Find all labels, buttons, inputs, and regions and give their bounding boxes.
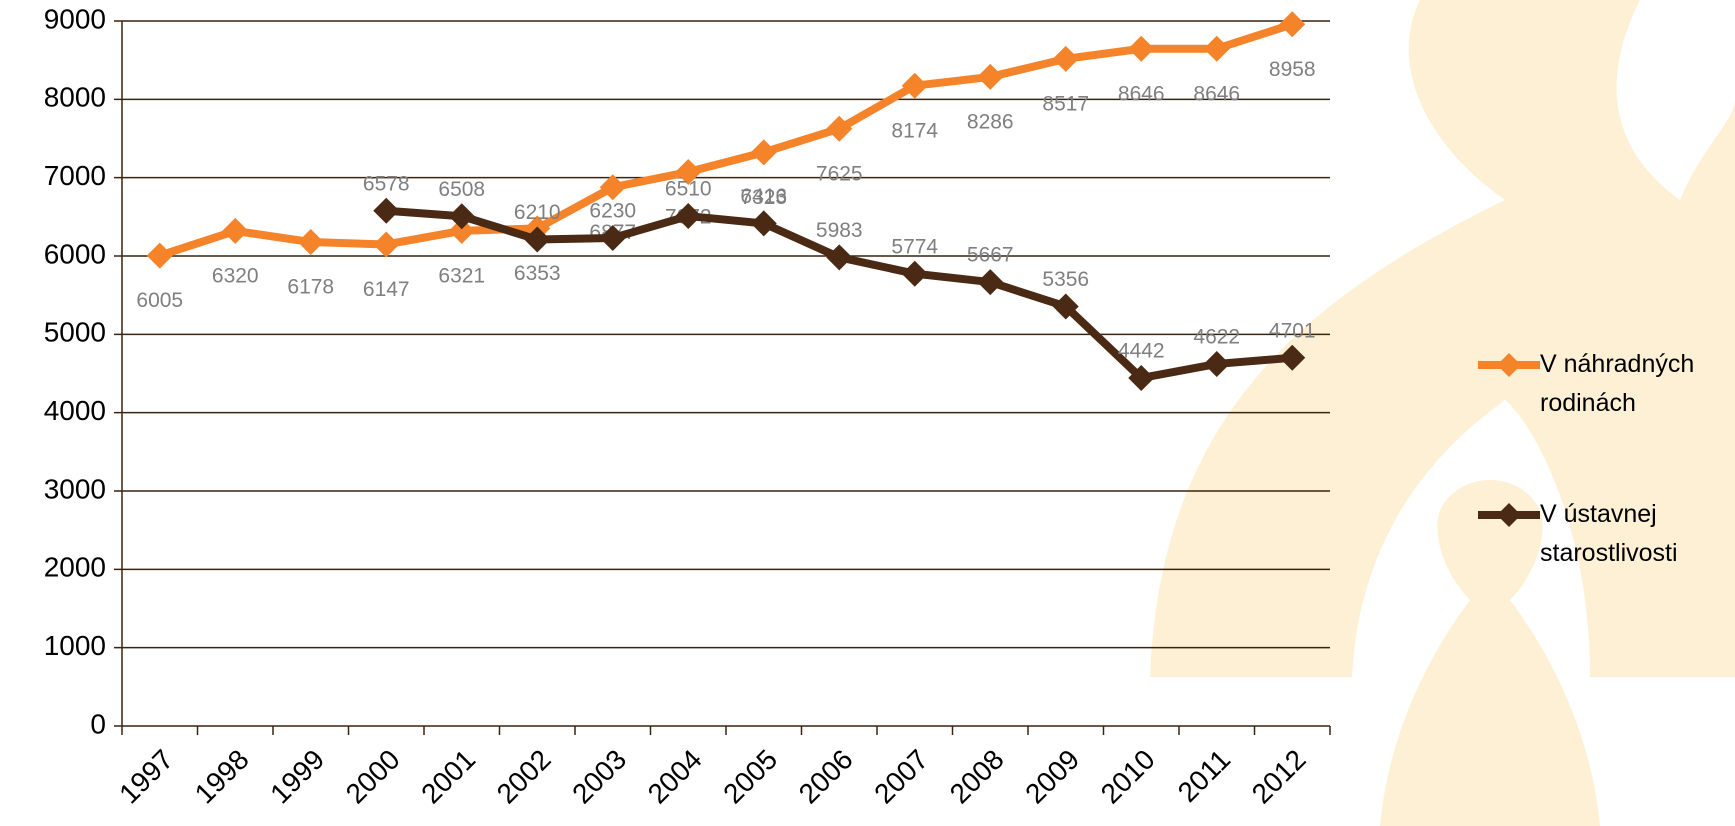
y-tick-label: 5000 (44, 317, 106, 348)
data-label: 4701 (1269, 319, 1316, 342)
legend-marker (1497, 353, 1521, 377)
data-label: 6147 (363, 278, 410, 301)
marker (750, 210, 777, 237)
x-tick-label: 2005 (717, 744, 783, 810)
background-decoration (1150, 0, 1735, 826)
marker (1052, 45, 1079, 72)
x-tick-label: 2007 (868, 744, 934, 810)
y-tick-label: 9000 (44, 3, 106, 34)
marker (1203, 35, 1230, 62)
marker (448, 217, 475, 244)
data-label: 6510 (665, 178, 712, 201)
series-line (158, 20, 1294, 260)
legend-label: V ústavnej starostlivosti (1540, 500, 1678, 567)
marker (675, 203, 702, 230)
data-label: 8958 (1269, 58, 1316, 81)
data-label: 8517 (1042, 92, 1089, 115)
x-tick-label: 1999 (264, 744, 330, 810)
data-label: 7625 (816, 162, 863, 185)
marker (524, 226, 551, 253)
x-tick-label: 2010 (1095, 744, 1161, 810)
marker (901, 72, 928, 99)
marker (146, 242, 173, 269)
data-label: 5356 (1042, 268, 1089, 291)
marker (1128, 365, 1155, 392)
marker (297, 229, 324, 256)
x-tick-label: 2011 (1172, 744, 1237, 809)
marker (448, 203, 475, 230)
plot: 6005632061786147632163536877707273237625… (136, 11, 1694, 567)
data-label: 8646 (1193, 82, 1240, 105)
x-tick-label: 2002 (491, 744, 557, 810)
marker (1052, 293, 1079, 320)
data-label: 6210 (514, 201, 561, 224)
data-label: 8286 (967, 110, 1014, 133)
y-tick-label: 1000 (44, 630, 106, 661)
marker (901, 260, 928, 287)
data-label: 6353 (514, 262, 561, 285)
data-label: 5774 (891, 235, 938, 258)
y-tick-label: 3000 (44, 473, 106, 504)
y-tick-label: 6000 (44, 238, 106, 269)
x-tick-label: 1998 (189, 744, 255, 810)
data-label: 8174 (891, 119, 938, 142)
marker (1128, 35, 1155, 62)
data-label: 8646 (1118, 82, 1165, 105)
marker (222, 217, 249, 244)
x-tick-label: 2009 (1019, 744, 1085, 810)
marker (1279, 344, 1306, 371)
marker (977, 269, 1004, 296)
marker (599, 224, 626, 251)
y-tick-label: 8000 (44, 82, 106, 113)
data-label: 6005 (136, 289, 183, 312)
x-tick-label: 2006 (793, 744, 859, 810)
marker (373, 197, 400, 224)
data-label: 6320 (212, 264, 259, 287)
marker (675, 159, 702, 186)
x-tick-label: 2001 (415, 744, 481, 810)
data-label: 4622 (1193, 325, 1240, 348)
data-label: 6416 (740, 185, 787, 208)
data-label: 4442 (1118, 340, 1165, 363)
marker (750, 139, 777, 166)
marker (826, 115, 853, 142)
y-tick-label: 2000 (44, 552, 106, 583)
legend-label: V náhradných rodinách (1540, 350, 1694, 417)
x-tick-label: 2000 (340, 744, 406, 810)
marker (826, 244, 853, 271)
data-label: 6578 (363, 172, 410, 195)
y-tick-label: 4000 (44, 395, 106, 426)
marker (599, 174, 626, 201)
marker (373, 231, 400, 258)
data-label: 5983 (816, 219, 863, 242)
marker (977, 63, 1004, 90)
data-label: 6178 (287, 276, 334, 299)
data-label: 7323 (740, 186, 787, 209)
legend-marker (1497, 503, 1521, 527)
grid: 0 1000 2000 3000 4000 5000 6000 7000 8000 9000 199… (44, 3, 1331, 810)
y-tick-label: 0 (90, 708, 106, 739)
marker (1203, 350, 1230, 377)
marker (1279, 11, 1306, 38)
data-label: 5667 (967, 244, 1014, 267)
data-label: 6321 (438, 264, 485, 287)
data-label: 6230 (589, 200, 636, 223)
x-tick-label: 1997 (113, 744, 179, 810)
x-tick-label: 2008 (944, 744, 1010, 810)
x-tick-label: 2003 (566, 744, 632, 810)
data-label: 6508 (438, 178, 485, 201)
x-tick-label: 2012 (1246, 744, 1312, 810)
y-tick-label: 7000 (44, 160, 106, 191)
x-tick-label: 2004 (642, 744, 708, 810)
